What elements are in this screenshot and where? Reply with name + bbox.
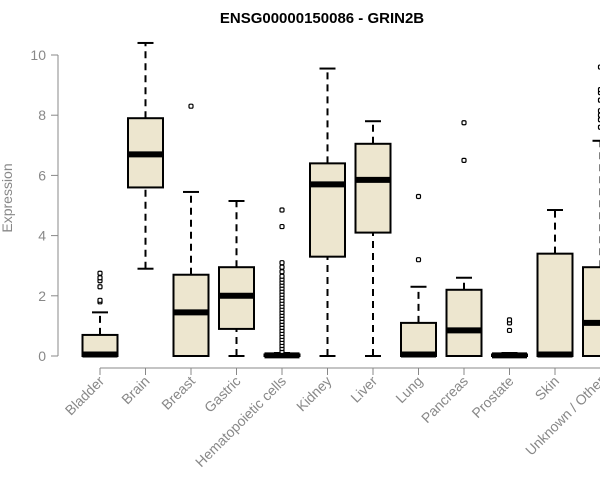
iqr-box bbox=[354, 142, 392, 234]
box-group-gastric bbox=[218, 199, 255, 357]
outlier-point bbox=[506, 327, 513, 334]
iqr-box bbox=[400, 321, 437, 358]
iqr-box bbox=[445, 288, 483, 357]
box-group-kidney bbox=[309, 67, 346, 357]
box-group-liver bbox=[354, 120, 392, 357]
plot-area bbox=[81, 41, 600, 359]
outlier-point bbox=[279, 273, 285, 279]
iqr-box bbox=[309, 162, 346, 258]
box-group-prostate bbox=[491, 317, 528, 359]
x-tick-label: Lung bbox=[392, 373, 425, 406]
outlier-point bbox=[415, 193, 422, 200]
outlier-point bbox=[279, 260, 285, 266]
outlier-point bbox=[97, 270, 103, 276]
iqr-box bbox=[582, 266, 600, 357]
x-tick-label: Pancreas bbox=[418, 373, 471, 426]
outlier-point bbox=[188, 103, 194, 109]
box-group-breast bbox=[172, 103, 210, 358]
y-tick-label: 6 bbox=[38, 167, 46, 183]
box-group-brain bbox=[127, 41, 164, 270]
y-tick-label: 10 bbox=[30, 47, 46, 63]
box-group-skin bbox=[536, 209, 574, 358]
y-axis: 0 2 4 6 8 10 bbox=[30, 47, 59, 364]
x-tick-label: Kidney bbox=[293, 373, 335, 415]
outlier-point bbox=[461, 120, 467, 126]
outlier-point bbox=[415, 257, 422, 263]
iqr-box bbox=[536, 252, 574, 357]
outlier-point bbox=[279, 223, 285, 230]
y-tick-label: 4 bbox=[38, 228, 46, 244]
outlier-point bbox=[97, 297, 103, 303]
iqr-box bbox=[172, 273, 210, 358]
chart-title: ENSG00000150086 - GRIN2B bbox=[220, 10, 424, 27]
y-tick-label: 0 bbox=[38, 348, 46, 364]
outlier-point bbox=[506, 317, 513, 323]
x-tick-label: Prostate bbox=[468, 373, 516, 421]
box-group-pancreas bbox=[445, 120, 483, 357]
box-group-bladder bbox=[81, 270, 119, 358]
x-tick-label: Unknown / Other bbox=[522, 373, 600, 459]
box-group-lung bbox=[400, 193, 437, 358]
box-group-unknown-other bbox=[582, 64, 600, 357]
x-tick-label: Gastric bbox=[201, 373, 244, 416]
outlier-point bbox=[279, 269, 285, 275]
y-tick-label: 8 bbox=[38, 107, 46, 123]
y-axis-label: Expression bbox=[0, 163, 15, 232]
outlier-point bbox=[461, 157, 467, 163]
x-tick-label: Hematopoietic cells bbox=[192, 373, 289, 470]
outlier-point bbox=[97, 275, 103, 281]
y-tick-label: 2 bbox=[38, 288, 46, 304]
x-tick-label: Breast bbox=[158, 373, 198, 413]
x-tick-label: Bladder bbox=[62, 373, 108, 419]
outlier-point bbox=[97, 284, 103, 290]
outlier-point bbox=[279, 207, 285, 213]
x-tick-label: Brain bbox=[118, 373, 152, 407]
box-group-hematopoietic-cells bbox=[263, 207, 301, 359]
x-tick-label: Liver bbox=[347, 373, 380, 406]
outlier-point bbox=[279, 264, 285, 270]
x-tick-label: Skin bbox=[532, 373, 563, 404]
